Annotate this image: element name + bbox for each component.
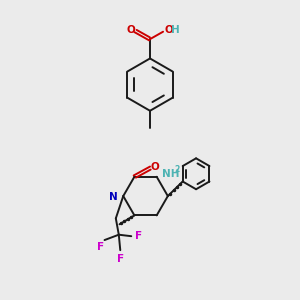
Text: O: O xyxy=(165,25,173,35)
Text: N: N xyxy=(109,192,118,202)
Text: H: H xyxy=(170,25,179,35)
Text: F: F xyxy=(117,254,124,264)
Text: O: O xyxy=(127,25,135,34)
Text: O: O xyxy=(151,162,159,172)
Text: F: F xyxy=(98,242,104,251)
Text: NH: NH xyxy=(162,169,179,179)
Text: F: F xyxy=(135,231,142,241)
Text: 2: 2 xyxy=(174,165,179,174)
